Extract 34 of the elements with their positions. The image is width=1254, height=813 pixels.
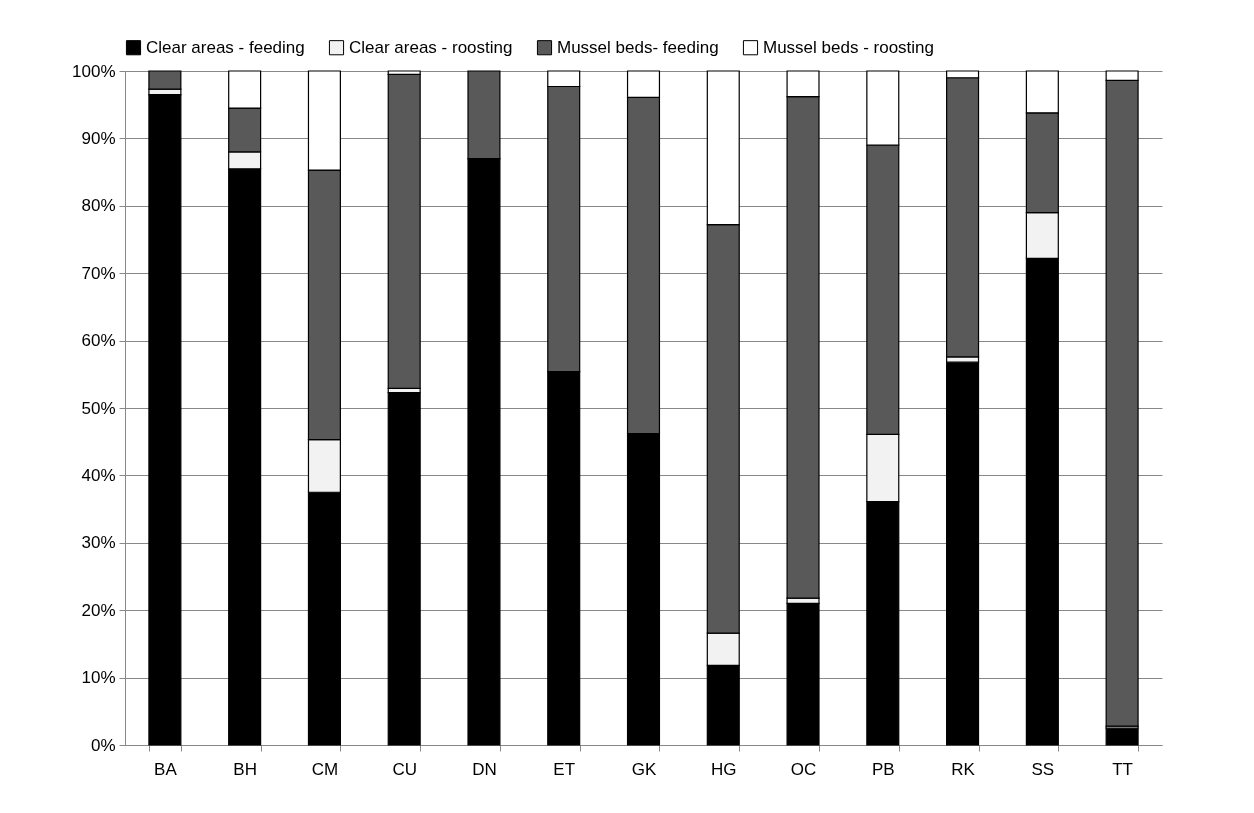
x-tick-label: ET [553, 759, 576, 779]
bar [148, 93, 182, 746]
x-tick-label: OC [790, 759, 817, 779]
x-tick-label: PB [871, 759, 895, 779]
y-tick-label: 100% [72, 61, 116, 81]
legend-label: Clear areas - feeding [146, 37, 305, 57]
x-tick-label: CM [311, 759, 339, 779]
y-tick-label: 10% [81, 668, 116, 688]
y-tick-label: 40% [81, 465, 116, 485]
x-tick-label: HG [711, 759, 737, 779]
y-tick-label: 30% [81, 533, 116, 553]
x-tick-label: CU [392, 759, 417, 779]
y-tick-label: 60% [81, 331, 116, 351]
y-tick-label: 0% [90, 735, 116, 755]
legend-label: Mussel beds- feeding [557, 37, 719, 57]
legend-label: Mussel beds - roosting [763, 37, 935, 57]
x-tick-label: BA [154, 759, 178, 779]
x-tick-label: BH [233, 759, 257, 779]
bar [946, 361, 980, 746]
x-tick-label: RK [951, 759, 976, 779]
bar [786, 602, 820, 746]
y-tick-label: 50% [81, 398, 116, 418]
bar [387, 73, 421, 390]
y-tick-label: 70% [81, 263, 116, 283]
x-tick-label: SS [1031, 759, 1055, 779]
x-tick-label: TT [1112, 759, 1134, 779]
y-tick-label: 20% [81, 600, 116, 620]
bar [387, 391, 421, 746]
y-tick-label: 80% [81, 196, 116, 216]
x-tick-label: GK [631, 759, 657, 779]
y-tick-label: 90% [81, 128, 116, 148]
bar [1105, 727, 1139, 746]
legend-label: Clear areas - roosting [349, 37, 513, 57]
x-tick-label: DN [472, 759, 497, 779]
